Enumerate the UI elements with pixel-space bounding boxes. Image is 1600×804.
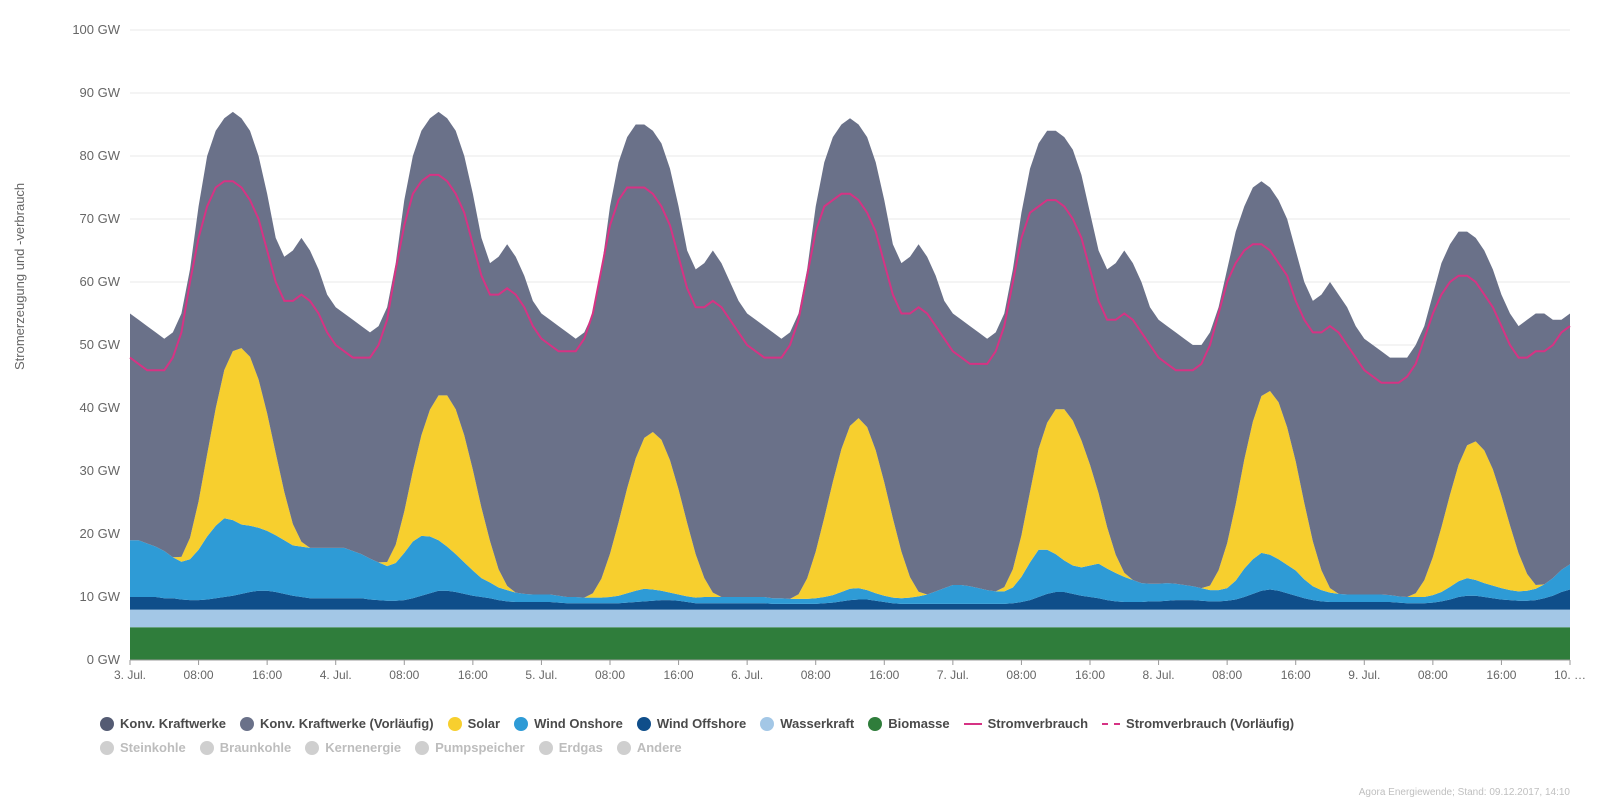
legend-label: Andere [637,736,682,760]
y-tick-label: 30 GW [60,463,120,478]
legend-item-disabled[interactable]: Andere [617,736,682,760]
x-tick-label: 5. Jul. [525,668,557,682]
legend-item-solar[interactable]: Solar [448,712,501,736]
y-tick-label: 80 GW [60,148,120,163]
legend-label: Konv. Kraftwerke [120,712,226,736]
credit-line: Agora Energiewende; Stand: 09.12.2017, 1… [1359,787,1570,798]
legend-label: Biomasse [888,712,949,736]
legend-label: Wasserkraft [780,712,854,736]
x-tick-label: 3. Jul. [114,668,146,682]
legend-item-biomasse[interactable]: Biomasse [868,712,949,736]
legend-swatch [617,741,631,755]
x-tick-label: 9. Jul. [1348,668,1380,682]
x-tick-label: 6. Jul. [731,668,763,682]
area-biomasse[interactable] [130,627,1570,660]
y-tick-label: 60 GW [60,274,120,289]
x-tick-label: 16:00 [1281,668,1311,682]
legend: Konv. Kraftwerke Konv. Kraftwerke (Vorläu… [100,712,1560,760]
legend-label: Pumpspeicher [435,736,525,760]
plot-area [0,0,1600,804]
x-tick-label: 16:00 [869,668,899,682]
legend-swatch [868,717,882,731]
x-tick-label: 08:00 [801,668,831,682]
legend-item-konv[interactable]: Konv. Kraftwerke [100,712,226,736]
x-tick-label: 10. … [1554,668,1586,682]
y-tick-label: 90 GW [60,85,120,100]
legend-label: Kernenergie [325,736,401,760]
y-tick-label: 0 GW [60,652,120,667]
legend-label: Stromverbrauch (Vorläufig) [1126,712,1294,736]
legend-item-wind_onshore[interactable]: Wind Onshore [514,712,623,736]
y-tick-label: 10 GW [60,589,120,604]
x-tick-label: 08:00 [1006,668,1036,682]
legend-swatch [448,717,462,731]
legend-swatch [539,741,553,755]
legend-swatch [415,741,429,755]
legend-label: Stromverbrauch [988,712,1088,736]
legend-item-verbrauch[interactable]: Stromverbrauch [964,712,1088,736]
legend-swatch [1102,723,1120,725]
x-tick-label: 08:00 [184,668,214,682]
legend-label: Erdgas [559,736,603,760]
legend-item-disabled[interactable]: Erdgas [539,736,603,760]
y-tick-label: 40 GW [60,400,120,415]
energy-chart: Stromerzeugung und -verbrauch 0 GW10 GW2… [0,0,1600,804]
legend-item-disabled[interactable]: Steinkohle [100,736,186,760]
x-tick-label: 08:00 [389,668,419,682]
y-tick-label: 20 GW [60,526,120,541]
y-tick-label: 50 GW [60,337,120,352]
legend-item-verbrauch_vorlaeufig[interactable]: Stromverbrauch (Vorläufig) [1102,712,1294,736]
legend-item-disabled[interactable]: Braunkohle [200,736,292,760]
legend-swatch [760,717,774,731]
legend-label: Braunkohle [220,736,292,760]
legend-item-konv_vorlaeufig[interactable]: Konv. Kraftwerke (Vorläufig) [240,712,434,736]
x-tick-label: 8. Jul. [1143,668,1175,682]
legend-label: Wind Onshore [534,712,623,736]
legend-swatch [200,741,214,755]
y-tick-label: 100 GW [60,22,120,37]
x-tick-label: 16:00 [664,668,694,682]
legend-item-disabled[interactable]: Pumpspeicher [415,736,525,760]
legend-swatch [514,717,528,731]
x-tick-label: 16:00 [458,668,488,682]
legend-item-disabled[interactable]: Kernenergie [305,736,401,760]
x-tick-label: 4. Jul. [320,668,352,682]
legend-label: Wind Offshore [657,712,746,736]
legend-swatch [964,723,982,725]
legend-swatch [305,741,319,755]
y-tick-label: 70 GW [60,211,120,226]
legend-swatch [100,741,114,755]
x-tick-label: 08:00 [595,668,625,682]
area-wasserkraft[interactable] [130,610,1570,628]
legend-label: Solar [468,712,501,736]
x-tick-label: 7. Jul. [937,668,969,682]
x-tick-label: 16:00 [252,668,282,682]
legend-label: Konv. Kraftwerke (Vorläufig) [260,712,434,736]
x-tick-label: 08:00 [1418,668,1448,682]
legend-swatch [240,717,254,731]
legend-swatch [637,717,651,731]
legend-label: Steinkohle [120,736,186,760]
x-tick-label: 16:00 [1486,668,1516,682]
legend-swatch [100,717,114,731]
x-tick-label: 08:00 [1212,668,1242,682]
x-tick-label: 16:00 [1075,668,1105,682]
legend-item-wind_offshore[interactable]: Wind Offshore [637,712,746,736]
legend-item-wasserkraft[interactable]: Wasserkraft [760,712,854,736]
